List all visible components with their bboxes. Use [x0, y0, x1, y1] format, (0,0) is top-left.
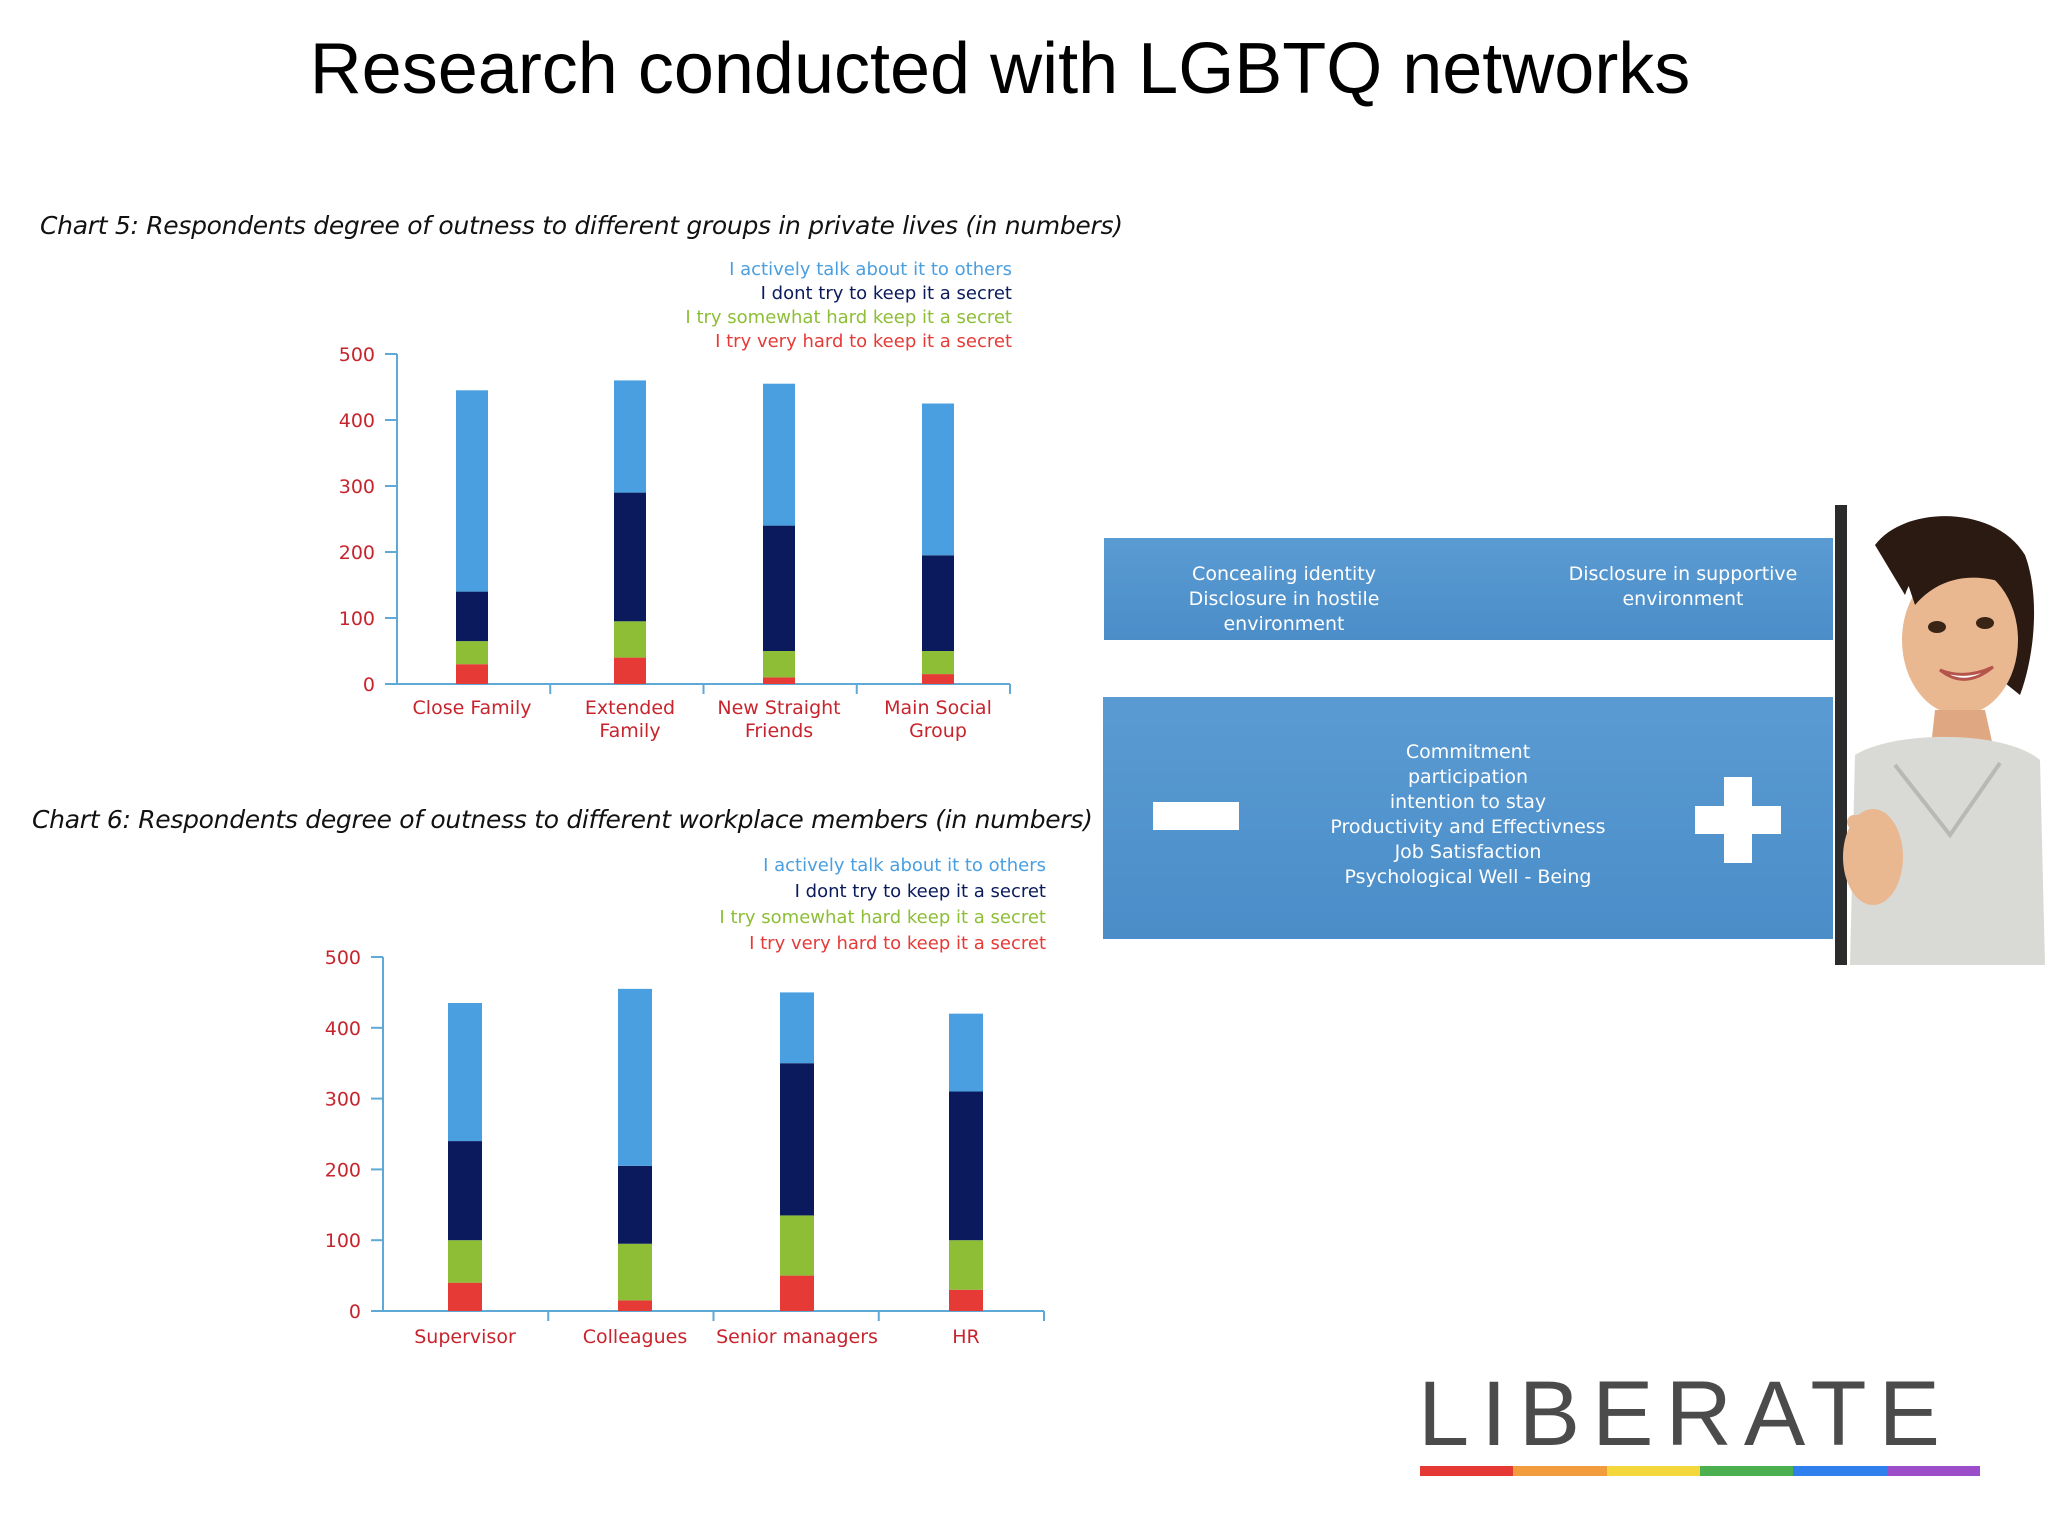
benefit-item: Job Satisfaction: [1394, 841, 1542, 863]
bar-segment: [780, 1275, 814, 1311]
concealing-text: Concealing identity Disclosure in hostil…: [1134, 562, 1434, 637]
concealing-line1: Concealing identity: [1192, 563, 1376, 585]
category-label: HR: [952, 1326, 980, 1348]
slide-title: Research conducted with LGBTQ networks: [309, 29, 1691, 109]
benefit-item: Psychological Well - Being: [1344, 866, 1592, 888]
legend-entry: I try very hard to keep it a secret: [749, 933, 1046, 954]
bar-segment: [456, 664, 488, 684]
bar-segment: [949, 1240, 983, 1290]
bar-segment: [922, 403, 954, 556]
y-tick-label: 400: [339, 410, 375, 432]
category-label: Close Family: [413, 697, 532, 719]
category-label: New Straight: [717, 697, 840, 719]
bar-segment: [456, 591, 488, 642]
charts-canvas: 0 100 200 300 400 500 Close Family ExtendedFami…: [325, 259, 1046, 1348]
bar-segment: [763, 383, 795, 526]
liberate-logo: LIBERATE: [1418, 1363, 1952, 1465]
y-tick-label: 400: [325, 1018, 361, 1040]
legend-entry: I try somewhat hard keep it a secret: [685, 307, 1012, 328]
bar-segment: [614, 492, 646, 622]
y-tick-label: 200: [325, 1159, 361, 1181]
category-label: Friends: [745, 720, 813, 742]
bar-segment: [456, 641, 488, 665]
supportive-line2: environment: [1622, 588, 1744, 610]
legend-entry: I actively talk about it to others: [763, 855, 1046, 876]
rainbow-segment: [1513, 1466, 1607, 1476]
bar-segment: [922, 674, 954, 684]
bar-segment: [780, 992, 814, 1064]
bar-segment: [448, 1282, 482, 1311]
bar-segment: [448, 1240, 482, 1283]
legend-entry: I try somewhat hard keep it a secret: [719, 907, 1046, 928]
bar-segment: [456, 390, 488, 592]
bar-segment: [618, 1165, 652, 1244]
bar-segment: [949, 1289, 983, 1311]
y-tick-label: 0: [363, 674, 375, 696]
y-tick-label: 100: [325, 1230, 361, 1252]
chart6-title: Chart 6: Respondents degree of outness t…: [32, 805, 1093, 834]
y-tick-label: 300: [339, 476, 375, 498]
category-label: Family: [599, 720, 660, 742]
bar-segment: [922, 651, 954, 675]
y-tick-label: 500: [339, 344, 375, 366]
category-label: Group: [909, 720, 967, 742]
category-label: Main Social: [884, 697, 992, 719]
rainbow-segment: [1793, 1466, 1887, 1476]
category-label: Extended: [585, 697, 675, 719]
category-label: Colleagues: [583, 1326, 687, 1348]
bar-segment: [780, 1063, 814, 1216]
bar-segment: [614, 621, 646, 658]
supportive-line1: Disclosure in supportive: [1568, 563, 1798, 585]
benefits-list: Commitment participation intention to st…: [1318, 740, 1618, 890]
bar-segment: [618, 1243, 652, 1301]
bar-segment: [949, 1091, 983, 1241]
y-tick-label: 300: [325, 1089, 361, 1111]
supportive-text: Disclosure in supportive environment: [1553, 562, 1813, 612]
category-label: Senior managers: [716, 1326, 878, 1348]
legend-entry: I dont try to keep it a secret: [795, 881, 1046, 902]
benefit-item: Commitment: [1405, 741, 1531, 763]
minus-icon: [1153, 802, 1239, 830]
rainbow-segment: [1699, 1466, 1794, 1476]
bar-segment: [448, 1141, 482, 1241]
benefit-item: participation: [1407, 766, 1529, 788]
y-tick-label: 0: [349, 1301, 361, 1323]
rainbow-segment: [1420, 1466, 1514, 1476]
bar-segment: [618, 988, 652, 1166]
bar-segment: [614, 657, 646, 684]
bar-segment: [922, 555, 954, 651]
rainbow-segment: [1606, 1466, 1700, 1476]
bar-segment: [949, 1013, 983, 1092]
benefit-item: Productivity and Effectivness: [1330, 816, 1606, 838]
chart5-title: Chart 5: Respondents degree of outness t…: [40, 211, 1123, 240]
bar-segment: [780, 1215, 814, 1276]
bar-segment: [448, 1003, 482, 1142]
y-tick-label: 200: [339, 542, 375, 564]
legend-entry: I try very hard to keep it a secret: [715, 331, 1012, 352]
rainbow-segment: [1886, 1466, 1980, 1476]
legend-entry: I dont try to keep it a secret: [761, 283, 1012, 304]
bar-segment: [763, 677, 795, 684]
bar-segment: [618, 1300, 652, 1311]
outcomes-panel: Commitment participation intention to st…: [1103, 697, 1833, 939]
legend-entry: I actively talk about it to others: [729, 259, 1012, 280]
benefit-item: intention to stay: [1389, 791, 1547, 813]
y-tick-label: 500: [325, 947, 361, 969]
bar-segment: [763, 525, 795, 651]
rainbow-bar: [1420, 1466, 1980, 1476]
bar-segment: [614, 380, 646, 493]
disclosure-panel: Concealing identity Disclosure in hostil…: [1104, 538, 1833, 640]
woman-photo: [1835, 505, 2045, 965]
y-tick-label: 100: [339, 608, 375, 630]
category-label: Supervisor: [414, 1326, 516, 1348]
bar-segment: [763, 651, 795, 678]
concealing-line2: Disclosure in hostile environment: [1188, 588, 1380, 635]
plus-icon-bar: [1695, 806, 1781, 834]
